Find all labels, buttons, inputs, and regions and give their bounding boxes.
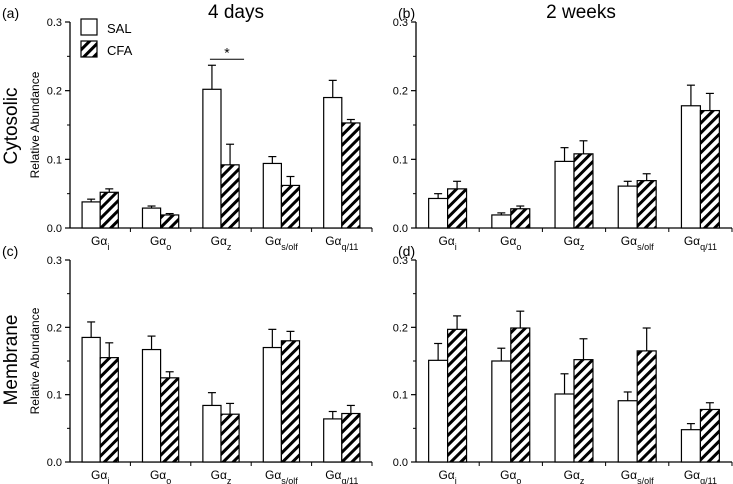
x-tick-label: Gαq/11 — [325, 468, 358, 484]
y-tick-label: 0.1 — [393, 154, 408, 166]
x-tick-label: Gαo — [150, 234, 171, 252]
row-title-membrane: Membrane — [1, 315, 22, 406]
legend-swatch-cfa — [80, 40, 98, 58]
x-tick-label: Gαq/11 — [684, 468, 717, 484]
bar-sal — [554, 160, 575, 229]
bar-cfa — [699, 408, 720, 463]
x-tick-label: Gαs/olf — [621, 234, 654, 252]
x-tick-label: Gαz — [564, 468, 585, 484]
bar-sal — [141, 348, 162, 463]
bar-cfa — [636, 350, 657, 463]
y-tick-label: 0.3 — [393, 255, 408, 267]
col-title-4-days: 4 days — [208, 2, 264, 23]
x-tick-label: Gαz — [564, 234, 585, 252]
y-tick-label: 0.0 — [47, 457, 62, 469]
y-tick-label: 0.1 — [47, 390, 62, 402]
bar-cfa — [280, 184, 301, 229]
bar-cfa — [160, 377, 180, 463]
bar-cfa — [99, 357, 119, 463]
bar-cfa — [220, 413, 240, 463]
bar-sal — [428, 359, 449, 463]
x-tick-label: Gαi — [438, 234, 456, 252]
bar-sal — [680, 105, 702, 229]
bar-sal — [323, 96, 343, 229]
bar-cfa — [447, 328, 468, 463]
bar-cfa — [341, 122, 361, 229]
x-tick-label: Gαi — [91, 234, 109, 252]
legend-swatch-sal — [80, 18, 98, 36]
panel-b: (b) 0.0 0.1 0.2 0.3 Gαi Gαo Gαz Gαs/olf Gαq/11 — [393, 5, 733, 252]
x-tick-label: Gαq/11 — [325, 234, 358, 252]
significance-star: * — [224, 44, 230, 60]
y-tick-label: 0.3 — [47, 255, 62, 267]
y-tick-label: 0.0 — [393, 223, 408, 235]
bar-sal — [491, 360, 512, 463]
x-tick-label: Gαo — [500, 234, 521, 252]
x-tick-label: Gαs/olf — [621, 468, 654, 484]
bar-sal — [202, 88, 222, 229]
bar-sal — [323, 418, 343, 463]
bar-cfa — [510, 208, 531, 229]
bar-sal — [262, 346, 282, 463]
panel-label: (d) — [398, 243, 415, 259]
x-tick-label: Gαo — [150, 468, 171, 484]
panel-label: (a) — [2, 5, 19, 21]
bar-sal — [617, 185, 638, 229]
panel-c: (c) 0.0 0.1 0.2 0.3 Relative Abundance Gαi Gαo G… — [2, 243, 373, 484]
bar-sal — [81, 336, 101, 463]
bar-sal — [428, 197, 449, 229]
bar-sal — [554, 393, 575, 463]
y-tick-label: 0.3 — [393, 17, 408, 29]
bar-sal — [202, 404, 222, 463]
bar-cfa — [99, 191, 119, 229]
bar-cfa — [699, 109, 720, 229]
bar-sal — [680, 429, 702, 463]
bar-cfa — [280, 340, 301, 463]
bar-sal — [262, 162, 282, 229]
col-title-2-weeks: 2 weeks — [546, 2, 616, 23]
y-tick-label: 0.2 — [393, 322, 408, 334]
y-tick-label: 0.2 — [47, 86, 62, 98]
y-tick-label: 0.2 — [393, 86, 408, 98]
panel-a: (a) 0.0 0.1 0.2 0.3 Relative Abundance Gαi Gαo G… — [2, 5, 373, 252]
y-tick-label: 0.0 — [47, 223, 62, 235]
legend-label-cfa: CFA — [107, 43, 133, 58]
panel-d: (d) 0.0 0.1 0.2 0.3 Gαi Gαo Gαz Gαs/olf Gαq/11 — [393, 243, 733, 484]
x-tick-label: Gαz — [211, 234, 232, 252]
bar-cfa — [341, 412, 361, 463]
bar-cfa — [510, 327, 531, 463]
y-tick-label: 0.2 — [47, 322, 62, 334]
bar-cfa — [160, 214, 180, 229]
x-tick-label: Gαo — [500, 468, 521, 484]
bar-sal — [491, 214, 512, 229]
legend-label-sal: SAL — [107, 21, 132, 36]
bar-cfa — [573, 359, 594, 463]
row-title-cytosolic: Cytosolic — [1, 87, 22, 164]
bar-sal — [81, 201, 101, 229]
x-tick-label: Gαs/olf — [265, 468, 298, 484]
y-tick-label: 0.0 — [393, 457, 408, 469]
x-tick-label: Gαz — [211, 468, 232, 484]
y-axis-label: Relative Abundance — [28, 307, 42, 414]
y-axis-label: Relative Abundance — [28, 71, 42, 178]
x-tick-label: Gαs/olf — [265, 234, 298, 252]
x-tick-label: Gαi — [438, 468, 456, 484]
legend: SAL CFA — [80, 18, 133, 58]
bar-sal — [617, 400, 638, 463]
x-tick-label: Gαq/11 — [684, 234, 717, 252]
panel-label: (c) — [2, 243, 18, 259]
bar-sal — [141, 207, 162, 229]
bar-cfa — [573, 153, 594, 229]
bar-cfa — [220, 164, 240, 229]
bar-cfa — [636, 180, 657, 229]
bar-cfa — [447, 188, 468, 229]
panel-label: (b) — [398, 5, 415, 21]
panels: (a) 0.0 0.1 0.2 0.3 Relative Abundance Gαi Gαo G… — [2, 5, 733, 484]
x-tick-label: Gαi — [91, 468, 109, 484]
y-tick-label: 0.1 — [393, 390, 408, 402]
y-tick-label: 0.3 — [47, 17, 62, 29]
y-tick-label: 0.1 — [47, 154, 62, 166]
